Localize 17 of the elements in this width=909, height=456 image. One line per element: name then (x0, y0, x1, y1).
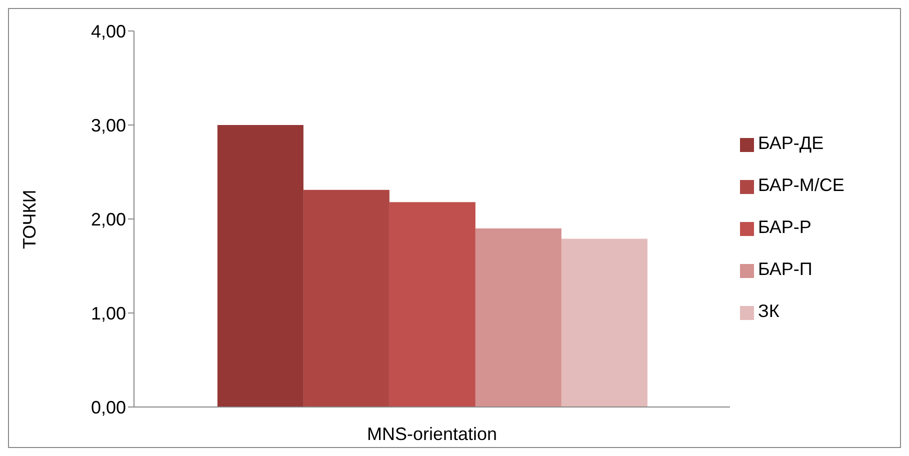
y-tick-label: 2,00 (90, 209, 126, 230)
y-tick-label: 0,00 (90, 397, 126, 418)
bar (389, 202, 476, 407)
bar (475, 228, 562, 407)
legend-label: БАР-Р (758, 217, 812, 237)
legend-label: БАР-ДЕ (758, 133, 824, 153)
bar (561, 238, 648, 407)
y-tick-label: 3,00 (90, 115, 126, 136)
y-tick-label: 4,00 (90, 21, 126, 42)
legend-label: ЗК (758, 301, 780, 321)
bar (217, 125, 304, 407)
bar (303, 190, 390, 407)
legend-label: БАР-П (758, 259, 812, 279)
x-tick-label: MNS-orientation (366, 424, 498, 444)
y-axis-title: ТОЧКИ (19, 190, 40, 249)
y-tick-label: 1,00 (90, 303, 126, 324)
legend-label: БАР-М/СЕ (758, 175, 844, 195)
